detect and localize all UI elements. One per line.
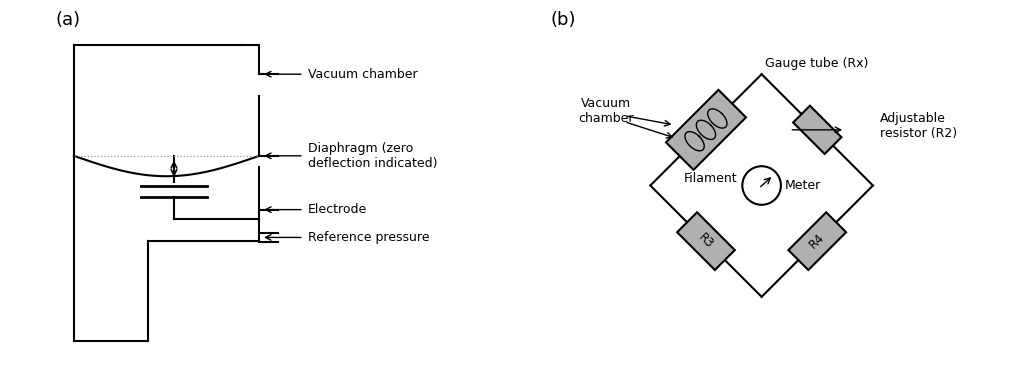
Text: Adjustable
resistor (R2): Adjustable resistor (R2)	[881, 112, 957, 140]
Text: Gauge tube (Rx): Gauge tube (Rx)	[766, 58, 869, 70]
Bar	[677, 212, 735, 270]
Text: Vacuum
chamber: Vacuum chamber	[578, 97, 633, 125]
Text: Vacuum chamber: Vacuum chamber	[307, 68, 417, 81]
Text: Electrode: Electrode	[307, 203, 367, 216]
Bar	[666, 90, 746, 170]
Bar	[793, 106, 841, 154]
Text: Filament: Filament	[684, 171, 737, 185]
Text: R3: R3	[696, 231, 716, 251]
Text: Reference pressure: Reference pressure	[307, 231, 429, 244]
Text: Diaphragm (zero
deflection indicated): Diaphragm (zero deflection indicated)	[307, 142, 437, 170]
Bar	[789, 212, 846, 270]
Text: Meter: Meter	[785, 179, 821, 192]
Text: (b): (b)	[550, 11, 576, 29]
Text: (a): (a)	[56, 11, 81, 29]
Text: R4: R4	[807, 231, 827, 251]
